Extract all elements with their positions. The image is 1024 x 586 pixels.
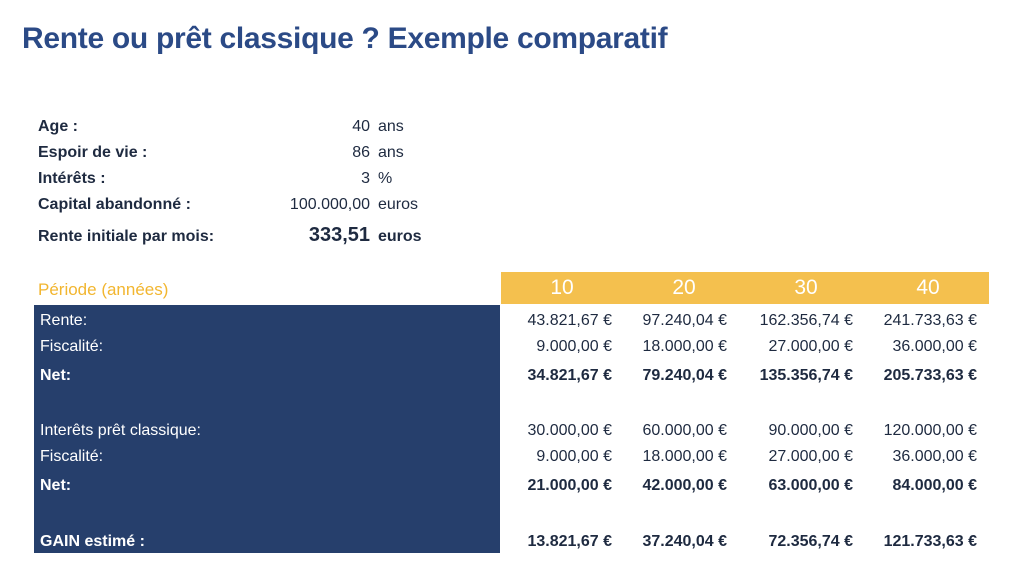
- table-row: Fiscalité: 9.000,00 € 18.000,00 € 27.000,00…: [0, 445, 1024, 469]
- row-labels-panel: [34, 305, 500, 553]
- table-cell: 21.000,00 €: [527, 477, 612, 494]
- table-cell: 34.821,67 €: [527, 367, 612, 384]
- table-cell: 18.000,00 €: [642, 448, 727, 465]
- table-cell: 205.733,63 €: [883, 367, 977, 384]
- table-cell: 79.240,04 €: [642, 367, 727, 384]
- param-unit: ans: [378, 144, 404, 161]
- table-cell: 63.000,00 €: [768, 477, 853, 494]
- table-cell: 9.000,00 €: [536, 338, 612, 355]
- row-label: Fiscalité:: [40, 448, 104, 465]
- param-value: 86: [352, 144, 370, 161]
- param-unit: %: [378, 170, 393, 187]
- table-cell: 36.000,00 €: [892, 338, 977, 355]
- row-label: Net:: [40, 367, 72, 384]
- year-header-cell: 10: [550, 276, 574, 299]
- year-header-row: 10 20 30 40: [501, 272, 989, 304]
- param-unit: ans: [378, 118, 404, 135]
- year-header-cell: 20: [672, 276, 696, 299]
- table-cell: 43.821,67 €: [527, 312, 612, 329]
- table-row: Interêts prêt classique: 30.000,00 € 60.00…: [0, 419, 1024, 443]
- table-cell: 27.000,00 €: [768, 448, 853, 465]
- period-label: Période (années): [38, 280, 169, 299]
- row-label: Rente:: [40, 312, 88, 329]
- table-cell: 18.000,00 €: [642, 338, 727, 355]
- param-value: 100.000,00: [289, 196, 370, 213]
- table-cell: 84.000,00 €: [892, 477, 977, 494]
- row-label: Fiscalité:: [40, 338, 104, 355]
- table-row: Fiscalité: 9.000,00 € 18.000,00 € 27.000,00…: [0, 335, 1024, 359]
- param-label: Capital abandonné :: [38, 196, 191, 213]
- param-label: Rente initiale par mois:: [38, 228, 215, 245]
- table-cell: 37.240,04 €: [642, 533, 727, 550]
- year-header-cell: 30: [794, 276, 818, 299]
- param-value: 40: [352, 118, 370, 135]
- table-cell: 121.733,63 €: [883, 533, 977, 550]
- table-cell: 27.000,00 €: [768, 338, 853, 355]
- param-value: 3: [361, 170, 370, 187]
- row-label: Interêts prêt classique:: [40, 422, 201, 439]
- table-cell: 162.356,74 €: [759, 312, 853, 329]
- param-label: Espoir de vie :: [38, 144, 148, 161]
- table-cell: 13.821,67 €: [527, 533, 612, 550]
- table-cell: 30.000,00 €: [527, 422, 612, 439]
- table-cell: 135.356,74 €: [759, 367, 853, 384]
- page-title: Rente ou prêt classique ? Exemple compar…: [22, 22, 668, 55]
- table-cell: 90.000,00 €: [768, 422, 853, 439]
- table-cell: 72.356,74 €: [768, 533, 853, 550]
- table-cell: 120.000,00 €: [883, 422, 977, 439]
- param-label: Age :: [38, 118, 78, 135]
- year-header-cell: 40: [916, 276, 940, 299]
- table-row: Net: 34.821,67 € 79.240,04 € 135.356,74 € 20…: [0, 364, 1024, 388]
- row-label: Net:: [40, 477, 72, 494]
- table-cell: 60.000,00 €: [642, 422, 727, 439]
- param-unit: euros: [378, 196, 419, 213]
- table-row: Rente: 43.821,67 € 97.240,04 € 162.356,74 €…: [0, 309, 1024, 333]
- param-unit: euros: [378, 228, 422, 245]
- param-label: Intérêts :: [38, 170, 106, 187]
- table-cell: 9.000,00 €: [536, 448, 612, 465]
- table-cell: 97.240,04 €: [642, 312, 727, 329]
- table-cell: 241.733,63 €: [883, 312, 977, 329]
- param-value: 333,51: [308, 224, 370, 246]
- row-label: GAIN estimé :: [40, 533, 145, 550]
- table-cell: 42.000,00 €: [642, 477, 727, 494]
- table-cell: 36.000,00 €: [892, 448, 977, 465]
- table-row: Net: 21.000,00 € 42.000,00 € 63.000,00 € 84.…: [0, 474, 1024, 498]
- table-row: GAIN estimé : 13.821,67 € 37.240,04 € 72.35…: [0, 530, 1024, 554]
